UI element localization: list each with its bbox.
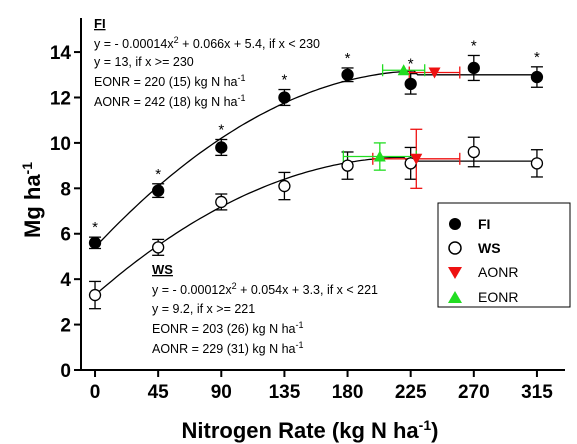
fi-eq-line-1: y = - 0.00014x2 + 0.066x + 5.4, if x < 2… [94,35,320,51]
significance-star: * [155,166,161,183]
data-point-fi [404,77,417,91]
x-axis-title: Nitrogen Rate (kg N ha-1) [182,417,439,443]
legend: FI WS AONR EONR [437,202,571,308]
legend-ws-marker [448,241,462,255]
legend-aonr-label: AONR [478,264,518,280]
x-tick-label: 90 [211,382,232,403]
x-tick-label: 135 [269,382,301,403]
x-tick-label: 225 [395,382,427,403]
data-point-ws [530,157,544,170]
fi-eq-title: FI [94,16,106,31]
fi-eq-line-3: EONR = 220 (15) kg N ha-1 [94,73,246,89]
fit-lines [94,70,537,296]
y-tick-label: 4 [60,270,71,291]
data-point-fi [467,61,480,75]
y-tick-label: 2 [60,316,71,337]
data-point-aonr [410,153,423,165]
data-point-fi [88,236,102,249]
y-tick-label: 0 [60,361,71,382]
fit-curve-ws [94,156,537,296]
ws-eq-title: WS [152,262,173,277]
data-point-eonr [397,64,410,76]
data-point-ws [215,195,228,209]
y-tick-label: 10 [50,134,71,155]
axes: 0 2 4 6 8 10 12 14 0 45 90 135 180 225 270 315 [50,18,565,403]
x-tick-label: 45 [148,382,170,403]
y-tick-label: 6 [60,225,71,246]
y-axis-title: Mg ha-1 [19,162,45,238]
y-tick-label: 8 [60,179,71,200]
significance-star: * [534,49,540,66]
fit-curve-fi [94,70,537,248]
data-point-eonr [373,150,386,162]
legend-aonr-marker [448,267,462,279]
data-point-fi [215,141,228,154]
data-point-ws [278,179,291,193]
significance-star: * [92,219,98,236]
ws-eq-line-1: y = - 0.00012x2 + 0.054x + 3.3, if x < 2… [152,281,378,297]
x-tick-label: 0 [90,382,101,403]
data-point-fi [278,91,291,104]
significance-stars: * * * * * * * * [92,37,540,236]
significance-star: * [408,56,414,73]
significance-star: * [345,50,351,67]
significance-star: * [471,37,477,54]
legend-eonr-marker [448,291,462,303]
ws-eq-line-3: EONR = 203 (26) kg N ha-1 [152,320,304,336]
data-point-aonr [428,67,441,79]
data-point-ws [341,159,354,172]
x-tick-label: 315 [521,382,553,403]
y-tick-label: 14 [50,43,72,64]
fi-eq-line-2: y = 13, if x >= 230 [94,55,194,69]
legend-fi-marker [449,218,461,230]
data-point-ws [88,288,102,302]
legend-fi-label: FI [478,216,490,232]
data-point-ws [467,145,480,159]
ws-eq-line-4: AONR = 229 (31) kg N ha-1 [152,340,304,356]
x-tick-label: 180 [332,382,364,403]
ws-equation-block: WS y = - 0.00012x2 + 0.054x + 3.3, if x … [152,262,378,356]
data-point-ws [152,241,165,254]
legend-eonr-label: EONR [478,289,518,305]
legend-ws-label: WS [478,240,501,256]
fi-eq-line-4: AONR = 242 (18) kg N ha-1 [94,93,246,109]
data-point-fi [341,68,354,81]
data-point-fi [152,184,165,197]
fi-equation-block: FI y = - 0.00014x2 + 0.066x + 5.4, if x … [94,16,320,109]
legend-box [437,202,571,308]
ws-eq-line-2: y = 9.2, if x >= 221 [152,302,255,316]
data-point-fi [530,70,544,84]
significance-star: * [218,121,224,138]
x-tick-label: 270 [458,382,490,403]
y-tick-label: 12 [50,88,71,109]
significance-star: * [281,72,287,89]
data-points [88,61,544,302]
